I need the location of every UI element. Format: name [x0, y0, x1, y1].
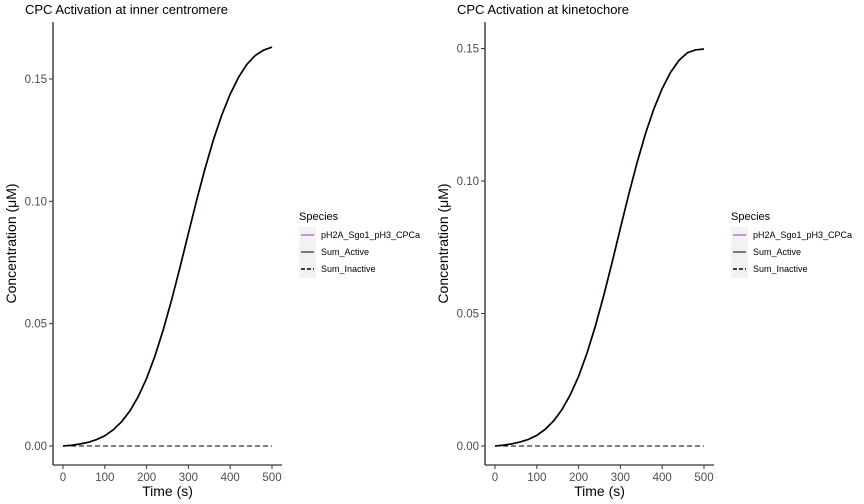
x-tick-label: 300: [611, 472, 630, 484]
chart-panel-1: CPC Activation at inner centromere 0.00 0.…: [3, 2, 420, 499]
x-axis-label: Time (s): [142, 483, 193, 499]
legend-label: Sum_Inactive: [321, 264, 376, 274]
legend-label: Sum_Active: [321, 247, 369, 257]
y-axis-label: Concentration (μM): [3, 183, 19, 303]
x-tick-label: 0: [60, 472, 66, 484]
x-tick-label: 200: [137, 472, 156, 484]
legend-label: Sum_Active: [753, 247, 801, 257]
y-tick-label: 0.00: [25, 441, 47, 453]
chart-title: CPC Activation at inner centromere: [25, 2, 228, 17]
x-tick-label: 0: [492, 472, 498, 484]
chart-title: CPC Activation at kinetochore: [457, 2, 629, 17]
x-tick-label: 100: [527, 472, 546, 484]
series-line-Sum_Active: [494, 48, 705, 447]
x-tick-label: 500: [694, 472, 713, 484]
x-tick-label: 100: [95, 472, 114, 484]
legend-label: Sum_Inactive: [753, 264, 808, 274]
x-tick-label: 500: [262, 472, 281, 484]
series-line-pH2A_Sgo1_pH3_CPCa: [62, 46, 273, 447]
legend: Species pH2A_Sgo1_pH3_CPCa Sum_Active Sum_I…: [299, 211, 420, 278]
y-tick-label: 0.05: [25, 319, 47, 331]
y-tick-label: 0.15: [25, 74, 47, 86]
series-line-Sum_Active: [62, 46, 273, 447]
y-tick-label: 0.10: [25, 196, 47, 208]
y-tick-label: 0.15: [457, 44, 479, 56]
x-tick-label: 300: [179, 472, 198, 484]
x-tick-label: 400: [221, 472, 240, 484]
legend: Species pH2A_Sgo1_pH3_CPCa Sum_Active Sum_I…: [731, 211, 852, 278]
legend-title: Species: [731, 211, 771, 223]
x-tick-label: 400: [653, 472, 672, 484]
x-axis-label: Time (s): [574, 483, 625, 499]
legend-label: pH2A_Sgo1_pH3_CPCa: [321, 230, 420, 240]
y-tick-label: 0.05: [457, 309, 479, 321]
chart-panel-2: CPC Activation at kinetochore 0.00 0.05 0.1…: [435, 2, 852, 499]
y-tick-label: 0.10: [457, 176, 479, 188]
x-tick-label: 200: [569, 472, 588, 484]
y-tick-label: 0.00: [457, 441, 479, 453]
y-axis-label: Concentration (μM): [435, 183, 451, 303]
legend-label: pH2A_Sgo1_pH3_CPCa: [753, 230, 852, 240]
legend-title: Species: [299, 211, 339, 223]
series-line-pH2A_Sgo1_pH3_CPCa: [494, 48, 705, 447]
